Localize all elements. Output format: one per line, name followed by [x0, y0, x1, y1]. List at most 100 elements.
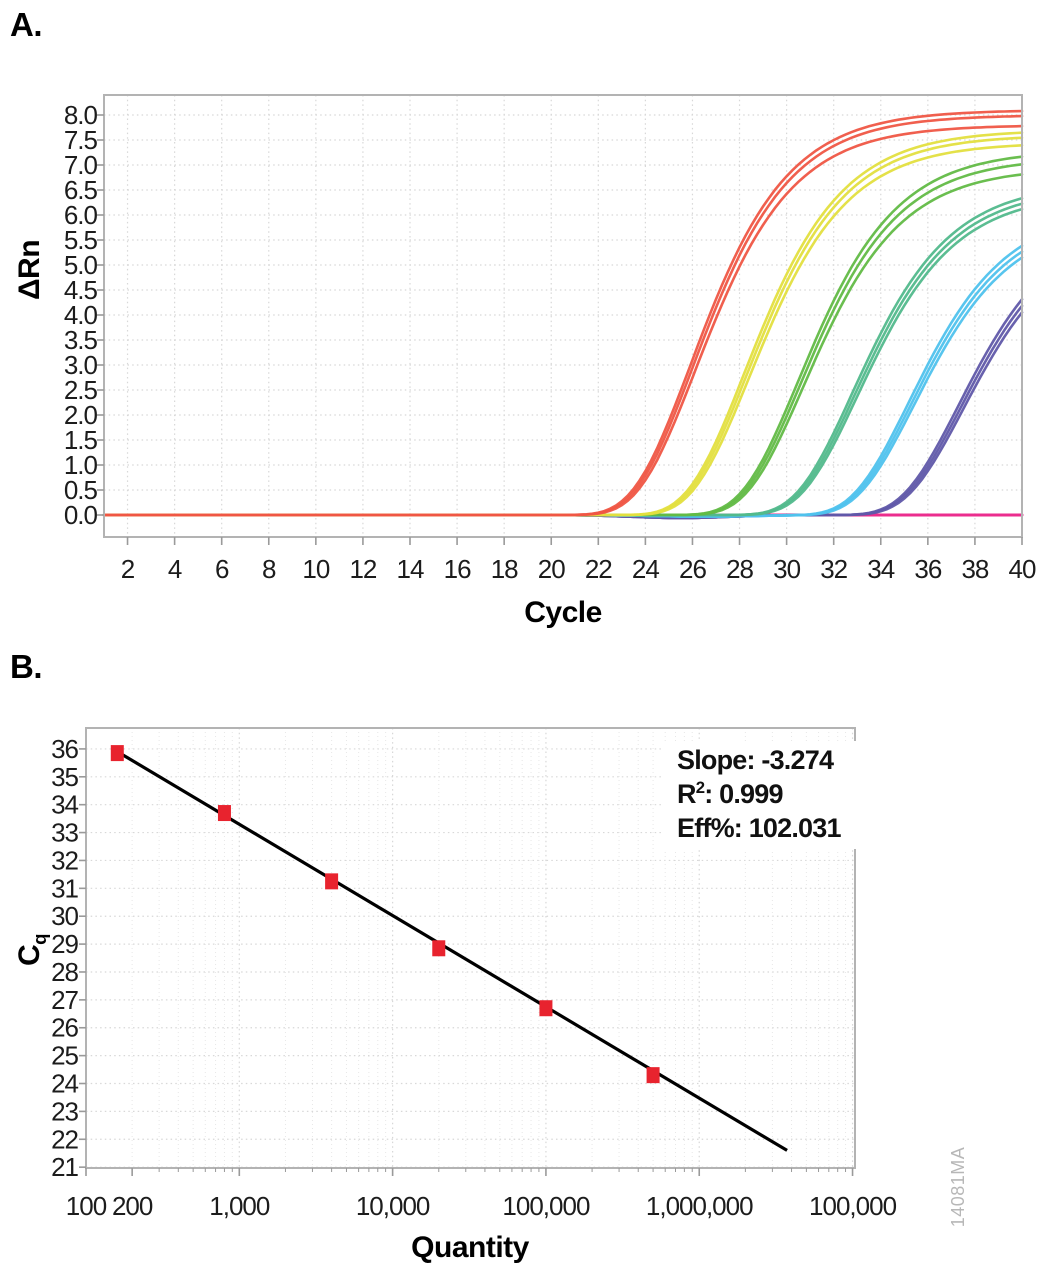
amplification-plot: 2 4 6 8 10 12 14 16 18 20 22 24 26 28 30 32 34 36 38 408.07… [64, 94, 1037, 584]
curve-std-4000-rep3 [102, 207, 1024, 517]
x-tick-label: 1,000,000 [646, 1191, 753, 1221]
grid [85, 728, 855, 1168]
y-tick-label: 2.0 [64, 400, 98, 430]
panel-b-x-axis-title: Quantity [411, 1231, 529, 1264]
y-tick-label: 4.0 [64, 300, 98, 330]
y-tick-label: 6.5 [64, 175, 98, 205]
y-tick-label: 1.0 [64, 450, 98, 480]
y-tick-label: 0.5 [64, 475, 98, 505]
x-tick-label: 38 [961, 554, 988, 584]
y-tick-label: 1.5 [64, 425, 98, 455]
y-tick-label: 0.0 [64, 500, 98, 530]
x-tick-label: 24 [632, 554, 659, 584]
y-tick-label: 33 [51, 818, 78, 848]
x-tick-label: 4 [168, 554, 182, 584]
standard-curve-stats: Slope: -3.274 R2: 0.999 Eff%: 102.031 [663, 741, 859, 849]
x-tick-label: 40 [1009, 554, 1036, 584]
standard-point [539, 1000, 553, 1017]
x-tick-label: 10,000 [356, 1191, 430, 1221]
standard-curve-plot: 100 200 1,000 10,000 100,000 1,000,000 100,000… [51, 727, 898, 1221]
curve-std-500000-rep3 [102, 124, 1024, 517]
y-tick-label: 2.5 [64, 375, 98, 405]
standard-point [325, 873, 339, 890]
x-tick-label: 26 [679, 554, 706, 584]
x-tick-label: 200 [112, 1191, 153, 1221]
amplification-curves [102, 109, 1024, 520]
y-tick-label: 29 [51, 929, 78, 959]
axis-ticks-and-labels: 2 4 6 8 10 12 14 16 18 20 22 24 26 28 30 32 34 36 38 408.07… [64, 100, 1037, 584]
y-tick-label: 31 [51, 873, 78, 903]
panel-b-label: B. [10, 648, 43, 685]
x-tick-label: 12 [349, 554, 376, 584]
cq-label-main: C [13, 944, 46, 967]
x-tick-label: 1,000 [209, 1191, 270, 1221]
x-tick-label: 100 [66, 1191, 107, 1221]
standard-point [432, 940, 446, 957]
y-tick-label: 7.0 [64, 150, 98, 180]
standard-point [646, 1067, 660, 1084]
x-tick-label: 36 [914, 554, 941, 584]
x-tick-label: 10 [302, 554, 329, 584]
y-tick-label: 25 [51, 1041, 78, 1071]
x-tick-label: 14 [397, 554, 424, 584]
data-points [110, 745, 660, 1084]
curve-std-800-rep1 [102, 244, 1024, 518]
curve-std-800-rep2 [102, 250, 1024, 518]
plot-border [103, 94, 1023, 538]
curve-std-4000-rep1 [102, 197, 1024, 517]
curve-std-160-rep2 [102, 304, 1024, 520]
y-tick-label: 27 [51, 985, 78, 1015]
x-tick-label: 2 [121, 554, 135, 584]
y-tick-label: 24 [51, 1069, 78, 1099]
panel-a-y-axis-title: ΔRn [13, 239, 46, 301]
y-tick-label: 5.5 [64, 225, 98, 255]
x-tick-label: 32 [820, 554, 847, 584]
x-tick-label: 100,000 [809, 1191, 897, 1221]
cq-label-sub: q [29, 933, 50, 945]
y-tick-label: 34 [51, 790, 78, 820]
curve-std-20000-rep3 [102, 173, 1024, 517]
grid [104, 95, 1023, 537]
y-tick-label: 22 [51, 1124, 78, 1154]
y-tick-label: 8.0 [64, 100, 98, 130]
y-tick-label: 3.0 [64, 350, 98, 380]
curve-std-800-rep3 [102, 256, 1024, 518]
x-tick-label: 8 [262, 554, 276, 584]
y-tick-label: 36 [51, 734, 78, 764]
y-tick-label: 5.0 [64, 250, 98, 280]
x-tick-label: 16 [444, 554, 471, 584]
x-tick-label: 6 [215, 554, 229, 584]
y-tick-label: 21 [51, 1152, 78, 1182]
axis-ticks-and-labels: 100 200 1,000 10,000 100,000 1,000,000 100,000… [51, 734, 898, 1221]
figure-id-watermark: 14081MA [948, 1146, 968, 1228]
stat-slope: Slope: -3.274 [677, 745, 834, 775]
plot-border [85, 727, 856, 1169]
y-tick-label: 35 [51, 762, 78, 792]
panel-a-x-axis-title: Cycle [524, 596, 602, 629]
stat-eff: Eff%: 102.031 [677, 813, 842, 843]
y-tick-label: 3.5 [64, 325, 98, 355]
y-tick-label: 28 [51, 957, 78, 987]
x-tick-label: 30 [773, 554, 800, 584]
x-tick-label: 22 [585, 554, 612, 584]
stat-r2: R2: 0.999 [677, 778, 783, 809]
y-tick-label: 4.5 [64, 275, 98, 305]
panel-a-label: A. [10, 6, 43, 43]
x-tick-label: 28 [726, 554, 753, 584]
y-tick-label: 26 [51, 1013, 78, 1043]
x-tick-label: 18 [491, 554, 518, 584]
y-tick-label: 32 [51, 845, 78, 875]
standard-point [110, 745, 124, 762]
y-tick-label: 7.5 [64, 125, 98, 155]
x-tick-label: 20 [538, 554, 565, 584]
y-tick-label: 30 [51, 901, 78, 931]
x-tick-label: 34 [867, 554, 894, 584]
panel-b-y-axis-title: Cq [12, 870, 50, 1030]
x-tick-label: 100,000 [502, 1191, 590, 1221]
y-tick-label: 6.0 [64, 200, 98, 230]
y-tick-label: 23 [51, 1096, 78, 1126]
standard-point [217, 805, 231, 822]
curve-std-4000-rep2 [102, 202, 1024, 517]
